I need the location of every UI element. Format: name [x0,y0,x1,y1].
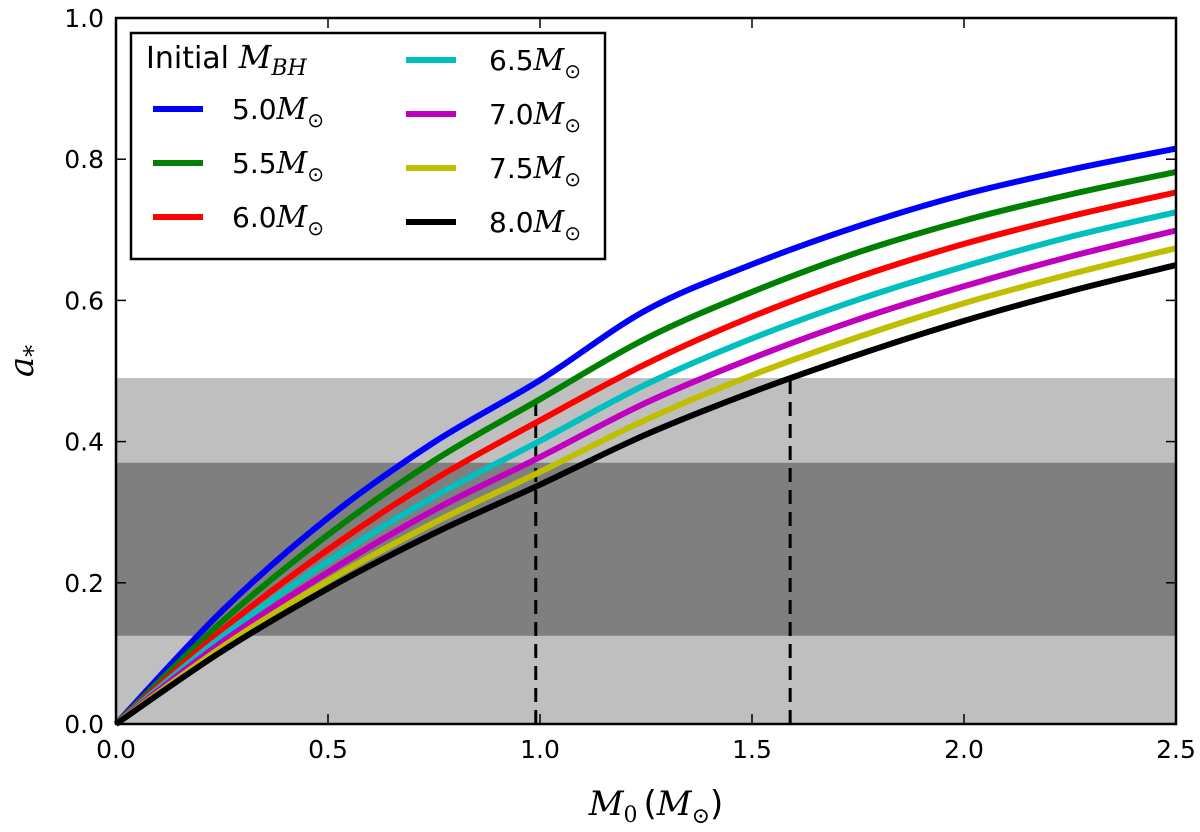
legend-title-sub: BH [270,56,307,81]
shaded-bands [116,378,1176,724]
series-line-7-0 [114,227,1177,727]
legend-label-8-0: 8.0M⊙ [489,205,581,245]
x-label-sub: 0 [624,803,638,828]
y-tick-label: 0.2 [64,569,104,598]
y-tick-label: 1.0 [64,4,104,33]
x-tick-label: 0.5 [308,735,348,764]
x-label-unit-base: M [656,784,693,824]
x-label-base: M [588,784,625,824]
series-line-6-0 [114,189,1177,727]
legend-title-word: Initial [146,41,229,76]
y-tick-label: 0.8 [64,145,104,174]
x-tick-label: 2.0 [944,735,984,764]
legend-label-7-0: 7.0M⊙ [489,97,581,137]
series-line-6-5 [114,209,1177,727]
series-line-5-0 [113,145,1177,727]
x-tick-label: 1.5 [732,735,772,764]
y-label-base: a [2,357,42,377]
legend-title: Initial MBH [146,38,307,81]
x-tick-label: 1.0 [520,735,560,764]
svg-text:a*: a* [2,345,47,377]
plot-frame [114,16,1178,726]
series-line-8-0 [114,262,1177,727]
legend-entries: 5.0M⊙ 5.5M⊙ 6.0M⊙ 6.5M⊙ 7.0M⊙ 7.5M⊙ 8.0M⊙ [153,43,581,245]
legend-label-7-5: 7.5M⊙ [489,151,581,191]
legend-label-6-5: 6.5M⊙ [489,43,581,83]
x-label-unit-sub: ⊙ [692,804,710,829]
legend-label-5-5: 5.5M⊙ [232,146,324,186]
x-axis-label: M0 (M⊙) [588,784,724,829]
legend-label-5-0: 5.0M⊙ [232,92,324,132]
series-line-5-5 [113,168,1177,727]
legend: Initial MBH 5.0M⊙ 5.5M⊙ 6.0M⊙ 6.5M⊙ 7.0M⊙ 7.5… [129,31,607,261]
y-tick-label: 0.4 [64,428,104,457]
legend-box [129,31,607,261]
x-tick-label: 0.0 [96,735,136,764]
axis-ticks: 0.0 0.5 1.0 1.5 2.0 2.5 0.0 0.2 0.4 0.6 0.8 1.0 [64,4,1196,764]
y-axis-label: a* [2,345,47,377]
y-label-sub: * [19,345,47,357]
x-tick-label: 2.5 [1156,735,1196,764]
series-lines [113,145,1177,727]
series-line-7-5 [114,245,1177,727]
y-tick-label: 0.6 [64,286,104,315]
dashed-reference-lines [534,378,792,724]
legend-title-math: M [238,38,273,76]
legend-label-6-0: 6.0M⊙ [232,200,324,240]
y-tick-label: 0.0 [64,710,104,739]
